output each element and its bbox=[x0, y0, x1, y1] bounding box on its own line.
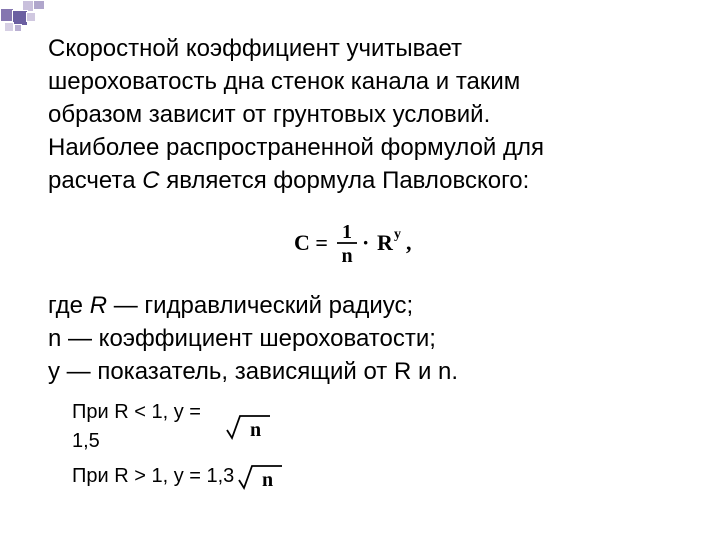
pavlovsky-formula: C = 1 n · R y , bbox=[48, 216, 680, 275]
paragraph-line: Скоростной коэффициент учитывает bbox=[48, 35, 462, 62]
definition-line: y — показатель, зависящий от R и n. bbox=[48, 358, 458, 385]
slide-content: Скоростной коэффициент учитывает шерохов… bbox=[48, 32, 680, 494]
formula-exponent: y bbox=[394, 227, 401, 242]
formula-numerator: 1 bbox=[342, 221, 352, 243]
paragraph-line: является формула Павловского: bbox=[160, 167, 530, 194]
variable-r: R bbox=[90, 292, 107, 319]
deco-square bbox=[33, 0, 45, 10]
definitions-block: где R — гидравлический радиус; n — коэфф… bbox=[48, 289, 680, 388]
paragraph-line: Наиболее распространенной формулой для bbox=[48, 134, 544, 161]
main-paragraph: Скоростной коэффициент учитывает шерохов… bbox=[48, 32, 680, 198]
formula-denominator: n bbox=[341, 245, 352, 267]
formula-prefix: C = bbox=[294, 230, 328, 255]
deco-square bbox=[4, 22, 14, 32]
condition-row: При R > 1, y = 1,3 n bbox=[72, 460, 680, 494]
paragraph-line: образом зависит от грунтовых условий. bbox=[48, 101, 490, 128]
condition-text: При R > 1, y = 1,3 bbox=[72, 462, 234, 491]
deco-square bbox=[14, 24, 22, 32]
sqrt-n-icon: n bbox=[234, 460, 286, 494]
formula-base: R bbox=[377, 230, 394, 255]
corner-decoration bbox=[0, 0, 45, 45]
deco-square bbox=[26, 12, 36, 22]
sqrt-n-icon: n bbox=[222, 410, 274, 444]
condition-row: При R < 1, y = 1,5 n bbox=[72, 398, 680, 456]
definition-line: — гидравлический радиус; bbox=[107, 292, 413, 319]
svg-text:n: n bbox=[262, 469, 273, 491]
svg-text:n: n bbox=[250, 419, 261, 441]
condition-text: При R < 1, y = 1,5 bbox=[72, 398, 222, 456]
conditions-block: При R < 1, y = 1,5 n При R > 1, y = 1,3 … bbox=[72, 398, 680, 494]
formula-suffix: , bbox=[406, 230, 412, 255]
formula-dot: · bbox=[362, 230, 369, 255]
formula-svg: C = 1 n · R y , bbox=[264, 216, 464, 270]
paragraph-line: шероховатость дна стенок канала и таким bbox=[48, 68, 520, 95]
variable-c: С bbox=[142, 167, 159, 194]
paragraph-line: расчета bbox=[48, 167, 142, 194]
definition-line: n — коэффициент шероховатости; bbox=[48, 325, 436, 352]
definition-line: где bbox=[48, 292, 90, 319]
